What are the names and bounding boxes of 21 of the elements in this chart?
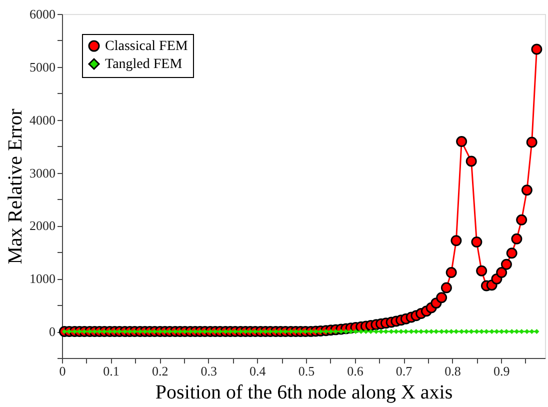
y-tick-label: 5000 xyxy=(30,59,56,74)
legend-label: Tangled FEM xyxy=(105,57,183,72)
x-tick-label: 0.5 xyxy=(298,364,315,378)
x-tick-label: 0.2 xyxy=(152,364,168,378)
x-tick-label: 0.8 xyxy=(444,364,461,378)
x-tick-label: 0.9 xyxy=(493,364,510,378)
y-tick-label: 6000 xyxy=(30,6,56,22)
x-tick-label: 0.4 xyxy=(250,364,266,378)
x-tick-label: 0.7 xyxy=(396,364,413,378)
legend-label: Classical FEM xyxy=(105,39,188,54)
y-tick-label: 2000 xyxy=(30,218,56,234)
y-tick-label: 0 xyxy=(49,324,56,340)
y-axis-title: Max Relative Error xyxy=(4,108,26,264)
y-tick-label: 3000 xyxy=(30,165,56,180)
y-tick-label: 4000 xyxy=(30,112,56,128)
x-tick-label: 0 xyxy=(59,364,66,378)
y-tick-label: 1000 xyxy=(30,271,56,286)
x-tick-label: 0.3 xyxy=(200,364,217,378)
x-tick-label: 0.1 xyxy=(103,364,120,378)
x-tick-label: 0.6 xyxy=(347,364,364,378)
x-axis-title: Position of the 6th node along X axis xyxy=(155,382,453,404)
